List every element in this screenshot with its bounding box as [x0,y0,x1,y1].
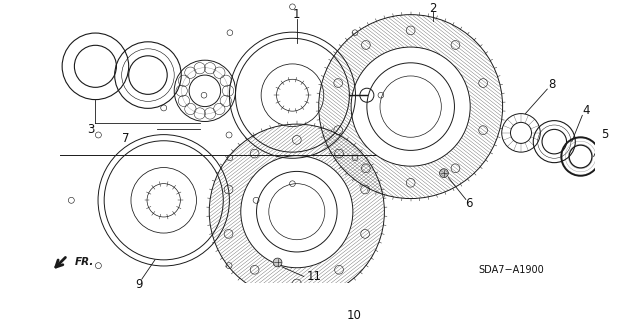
Circle shape [273,258,282,267]
Text: 6: 6 [465,197,472,210]
Text: 3: 3 [87,123,95,136]
Text: 11: 11 [307,270,322,283]
Text: SDA7−A1900: SDA7−A1900 [479,265,544,275]
Text: 7: 7 [122,132,130,145]
Text: 9: 9 [136,278,143,291]
Circle shape [440,169,449,178]
Text: 1: 1 [293,8,301,21]
Text: 4: 4 [582,105,589,117]
Text: FR.: FR. [74,257,94,267]
Text: 8: 8 [548,78,556,91]
Text: 10: 10 [346,308,361,319]
Text: 2: 2 [429,2,436,15]
Text: 5: 5 [602,128,609,141]
